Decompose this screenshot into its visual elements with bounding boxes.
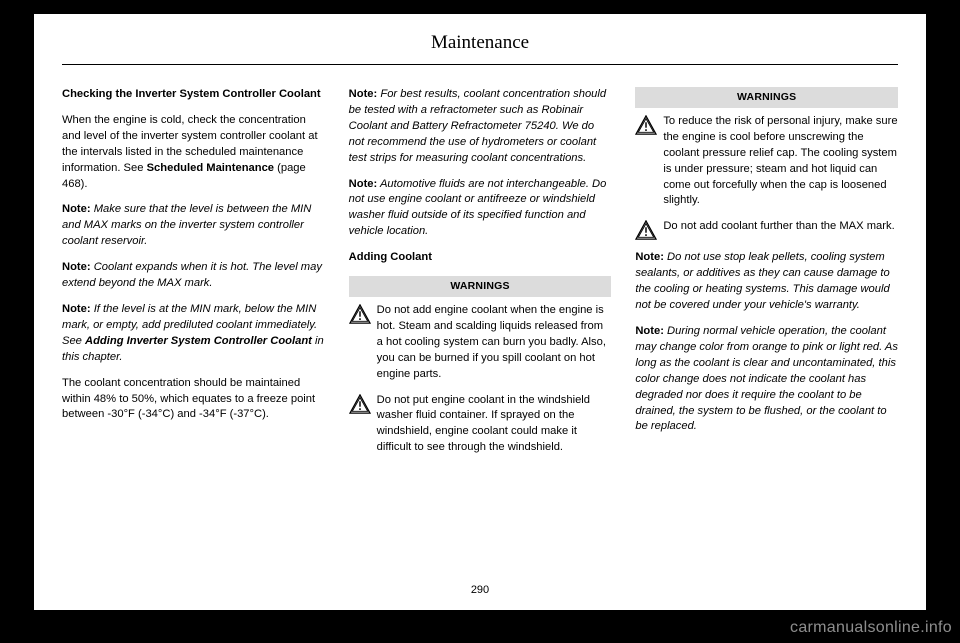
warnings-header: WARNINGS <box>635 87 898 108</box>
note: Note: For best results, coolant concentr… <box>349 87 612 167</box>
page-number: 290 <box>34 584 926 596</box>
note-label: Note: <box>62 261 91 273</box>
section-heading: Adding Coolant <box>349 250 612 266</box>
note-text: Make sure that the level is between the … <box>62 203 311 247</box>
note-text: Coolant expands when it is hot. The leve… <box>62 261 322 289</box>
warning-triangle-icon <box>635 115 657 135</box>
warnings-header: WARNINGS <box>349 276 612 297</box>
section-heading: Checking the Inverter System Controller … <box>62 87 325 103</box>
note-label: Note: <box>349 178 378 190</box>
warning-text: Do not add coolant further than the MAX … <box>663 219 898 240</box>
warning-triangle-icon <box>349 304 371 324</box>
content-columns: Checking the Inverter System Controller … <box>62 87 898 466</box>
note: Note: If the level is at the MIN mark, b… <box>62 302 325 366</box>
warning-item: Do not add coolant further than the MAX … <box>635 219 898 240</box>
note-label: Note: <box>349 88 378 100</box>
note-label: Note: <box>635 325 664 337</box>
watermark: carmanualsonline.info <box>790 619 952 637</box>
note: Note: Coolant expands when it is hot. Th… <box>62 260 325 292</box>
page-title: Maintenance <box>62 32 898 65</box>
column-1: Checking the Inverter System Controller … <box>62 87 325 466</box>
warning-item: To reduce the risk of personal injury, m… <box>635 114 898 209</box>
warning-text: Do not put engine coolant in the windshi… <box>377 393 612 457</box>
body-text: When the engine is cold, check the conce… <box>62 113 325 193</box>
warning-text: To reduce the risk of personal injury, m… <box>663 114 898 209</box>
note: Note: During normal vehicle operation, t… <box>635 324 898 435</box>
note-text: Automotive fluids are not interchangeabl… <box>349 178 607 238</box>
warning-item: Do not add engine coolant when the engin… <box>349 303 612 383</box>
note-label: Note: <box>62 303 91 315</box>
column-3: WARNINGS To reduce the risk of personal … <box>635 87 898 466</box>
column-2: Note: For best results, coolant concentr… <box>349 87 612 466</box>
xref: Scheduled Maintenance <box>147 162 274 174</box>
warning-triangle-icon <box>635 220 657 240</box>
note: Note: Automotive fluids are not intercha… <box>349 177 612 241</box>
warning-item: Do not put engine coolant in the windshi… <box>349 393 612 457</box>
xref: Adding Inverter System Controller Coolan… <box>85 335 312 347</box>
warning-text: Do not add engine coolant when the engin… <box>377 303 612 383</box>
body-text: The coolant concentration should be main… <box>62 376 325 424</box>
note-label: Note: <box>635 251 664 263</box>
note-text: Do not use stop leak pellets, cooling sy… <box>635 251 889 311</box>
note-text: For best results, coolant concentration … <box>349 88 606 164</box>
note-text: During normal vehicle operation, the coo… <box>635 325 898 432</box>
note-label: Note: <box>62 203 91 215</box>
note: Note: Make sure that the level is betwee… <box>62 202 325 250</box>
note: Note: Do not use stop leak pellets, cool… <box>635 250 898 314</box>
warning-triangle-icon <box>349 394 371 414</box>
manual-page: Maintenance Checking the Inverter System… <box>34 14 926 610</box>
